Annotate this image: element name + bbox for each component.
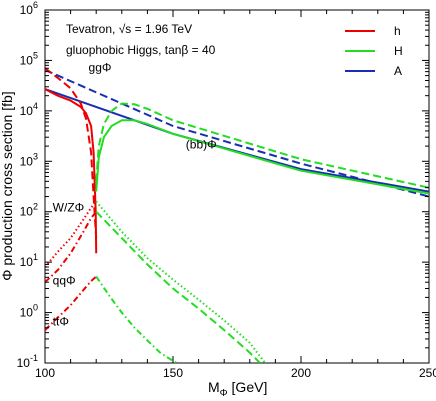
y-tick-label: 100: [20, 303, 38, 320]
series-ttPhi-h: [45, 275, 97, 331]
y-tick-label: 102: [20, 202, 38, 219]
series-ttPhi-H: [95, 275, 179, 363]
chart-title-line2: gluophobic Higgs, tanβ = 40: [66, 43, 216, 57]
y-tick-label: 10-1: [17, 353, 38, 370]
series-ggPhi-A: [45, 68, 429, 198]
y-tick-label: 105: [20, 50, 38, 67]
series-WZPhi-h: [45, 200, 97, 268]
annotation-label: (bb)Φ: [186, 137, 217, 151]
series-qqPhi-H: [95, 211, 261, 363]
annotations-group: ggΦ (bb)Φ W/ZΦ qqΦ ttΦ: [53, 61, 217, 329]
series-bbPhi-h: [45, 88, 98, 254]
x-axis-label-unit: [GeV]: [228, 379, 268, 395]
y-tick-label: 101: [20, 252, 38, 269]
annotation-label: ggΦ: [89, 61, 112, 75]
legend-label: H: [394, 44, 403, 58]
y-tick-label: 104: [20, 101, 38, 118]
chart-title-line1: Tevatron, √s = 1.96 TeV: [66, 22, 192, 36]
series-ggPhi-h: [45, 67, 98, 239]
y-axis-label: Φ production cross section [fb]: [0, 91, 15, 280]
x-tick-label: 150: [163, 366, 183, 380]
annotation-label: W/ZΦ: [53, 201, 85, 215]
x-axis-label-sub: Φ: [220, 388, 228, 399]
x-tick-label: 200: [291, 366, 311, 380]
annotation-label: qqΦ: [53, 274, 76, 288]
annotation-label: ttΦ: [53, 315, 69, 329]
curves-group: [45, 67, 429, 363]
y-tick-label: 106: [20, 0, 38, 17]
series-bbPhi-H: [95, 119, 429, 195]
legend-label: A: [394, 64, 402, 78]
y-tick-label: 103: [20, 151, 38, 168]
series-WZPhi-H: [95, 200, 266, 363]
x-axis-label-main: M: [208, 379, 220, 395]
x-tick-label: 100: [35, 366, 55, 380]
x-axis-label: MΦ [GeV]: [208, 379, 267, 399]
legend-label: h: [394, 24, 401, 38]
series-qqPhi-h: [45, 211, 97, 283]
legend: hHA: [345, 24, 403, 78]
x-tick-label: 250: [419, 366, 436, 380]
series-ggPhi-H: [95, 102, 429, 189]
plot-frame: [44, 9, 430, 364]
